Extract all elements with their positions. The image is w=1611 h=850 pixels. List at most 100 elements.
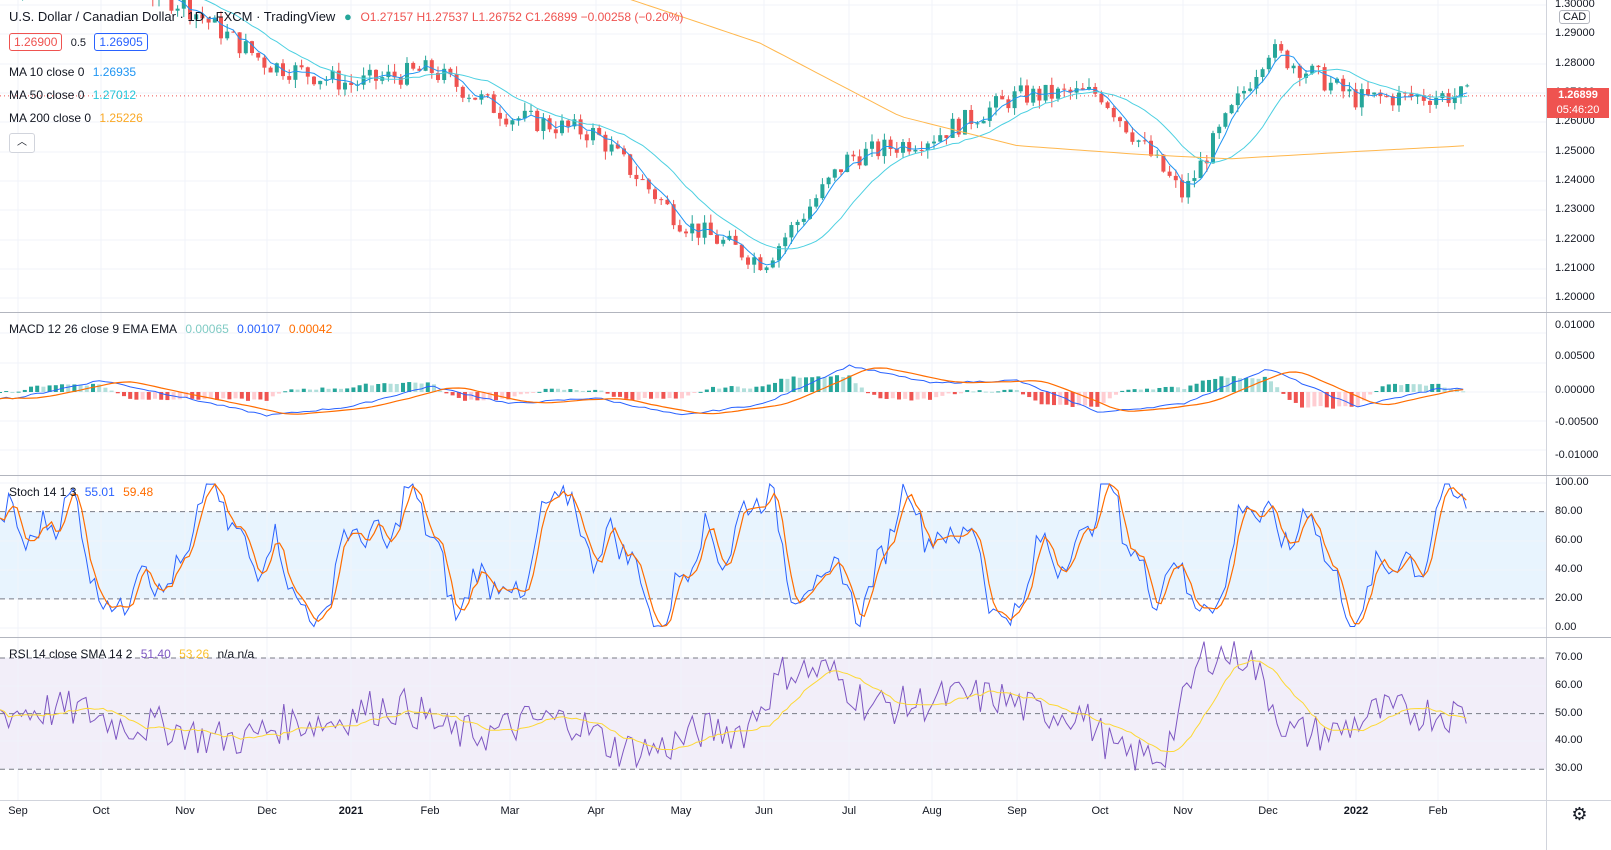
candle-body: [832, 169, 837, 178]
time-axis-label: Dec: [257, 805, 277, 817]
pane-separator[interactable]: [0, 312, 1611, 313]
pane-separator[interactable]: [0, 475, 1611, 476]
macd-histogram-bar: [320, 387, 325, 392]
macd-histogram-bar: [1312, 392, 1317, 407]
candle-body: [950, 118, 955, 138]
stoch-chart-svg[interactable]: [0, 476, 1546, 637]
stoch-legend[interactable]: Stoch 14 1 3 55.01 59.48: [9, 485, 158, 499]
candle-body: [907, 142, 912, 152]
macd-line: [0, 364, 1464, 417]
candle-body: [510, 120, 515, 125]
candle-body: [1248, 88, 1253, 91]
macd-histogram-bar: [1027, 392, 1032, 398]
macd-histogram-bar: [1219, 376, 1224, 392]
macd-histogram-bar: [202, 392, 207, 400]
macd-histogram-bar: [537, 391, 542, 393]
macd-hist-value: 0.00065: [185, 322, 229, 336]
ma200-value: 1.25226: [99, 111, 143, 125]
candle-body: [1173, 175, 1178, 181]
rsi-axis[interactable]: 70.00 60.00 50.00 40.00 30.00: [1546, 638, 1611, 800]
price-axis-tick: 1.21000: [1555, 262, 1595, 274]
macd-axis-tick: 0.00000: [1555, 384, 1595, 396]
macd-histogram-bar: [258, 392, 263, 400]
price-chart-svg[interactable]: [0, 0, 1546, 312]
macd-histogram-bar: [636, 392, 641, 400]
ma50-legend[interactable]: MA 50 close 0 1.27012: [9, 88, 141, 102]
candle-body: [1149, 140, 1153, 156]
candle-body: [175, 8, 180, 11]
sell-button[interactable]: 1.26900: [9, 33, 63, 51]
candle-body: [1211, 133, 1215, 164]
macd-chart-svg[interactable]: [0, 313, 1546, 475]
macd-legend[interactable]: MACD 12 26 close 9 EMA EMA 0.00065 0.001…: [9, 322, 337, 336]
macd-pane[interactable]: MACD 12 26 close 9 EMA EMA 0.00065 0.001…: [0, 313, 1546, 475]
candle-body: [1310, 65, 1315, 74]
currency-badge[interactable]: CAD: [1559, 10, 1591, 24]
candle-body: [1186, 180, 1191, 198]
rsi-legend[interactable]: RSI 14 close SMA 14 2 51.40 53.26 n/a n/…: [9, 647, 259, 661]
candle-body: [1000, 96, 1005, 100]
macd-histogram-bar: [103, 387, 108, 392]
macd-histogram-bar: [649, 392, 653, 399]
macd-histogram-bar: [1107, 392, 1112, 399]
macd-histogram-bar: [680, 392, 684, 399]
stoch-pane[interactable]: Stoch 14 1 3 55.01 59.48: [0, 476, 1546, 637]
candle-body: [733, 235, 738, 245]
macd-histogram-bar: [1070, 392, 1075, 407]
settings-button[interactable]: ⚙: [1546, 800, 1611, 850]
macd-axis-tick: -0.01000: [1555, 449, 1599, 461]
price-axis[interactable]: CAD 1.300001.290001.280001.270001.260001…: [1546, 0, 1611, 312]
macd-histogram-bar: [252, 392, 257, 400]
buy-button[interactable]: 1.26905: [94, 33, 148, 51]
macd-histogram-bar: [897, 392, 901, 400]
stoch-axis[interactable]: 100.00 80.00 60.00 40.00 20.00 0.00: [1546, 476, 1611, 637]
candle-body: [541, 118, 546, 131]
candle-body: [1111, 107, 1116, 118]
macd-histogram-bar: [438, 390, 443, 392]
candle-body: [467, 97, 471, 99]
candle-body: [783, 237, 788, 247]
time-axis-label: Nov: [175, 805, 195, 817]
time-axis[interactable]: Sep Oct Nov Dec 2021 Feb Mar Apr May Jun Jul Aug Sep…: [0, 800, 1546, 850]
macd-histogram-bar: [1244, 377, 1249, 392]
candle-body: [764, 267, 769, 271]
candle-body: [1421, 95, 1426, 101]
macd-histogram-bar: [1287, 392, 1292, 400]
rsi-pane[interactable]: RSI 14 close SMA 14 2 51.40 53.26 n/a n/…: [0, 638, 1546, 800]
candle-body: [1235, 93, 1240, 106]
ma200-legend[interactable]: MA 200 close 0 1.25226: [9, 111, 148, 125]
time-axis-label: 2022: [1343, 805, 1369, 817]
macd-histogram-bar: [35, 385, 40, 392]
macd-histogram-bar: [804, 377, 808, 392]
macd-histogram-bar: [512, 392, 517, 397]
macd-histogram-bar: [1188, 385, 1193, 392]
collapse-legend-button[interactable]: ︿: [9, 133, 35, 153]
macd-histogram-bar: [872, 392, 877, 395]
candle-body: [349, 82, 354, 85]
price-axis-tick: 1.22000: [1555, 233, 1595, 245]
rsi-chart-svg[interactable]: [0, 638, 1546, 800]
macd-histogram-bar: [1281, 392, 1286, 394]
candle-body: [1397, 92, 1401, 106]
candle-body: [516, 118, 521, 121]
macd-histogram-bar: [1145, 388, 1149, 392]
candle-body: [473, 97, 478, 100]
macd-histogram-bar: [1262, 376, 1267, 392]
macd-histogram-bar: [990, 391, 994, 393]
ma10-legend[interactable]: MA 10 close 0 1.26935: [9, 65, 141, 79]
macd-histogram-bar: [1318, 392, 1323, 407]
macd-line-value: 0.00107: [237, 322, 281, 336]
macd-histogram-bar: [723, 387, 728, 392]
candle-body: [367, 69, 372, 76]
candle-body: [615, 144, 620, 149]
macd-histogram-bar: [1405, 384, 1410, 392]
price-pane[interactable]: U.S. Dollar / Canadian Dollar · 1D · FXC…: [0, 0, 1546, 312]
candle-body: [591, 127, 595, 141]
macd-axis[interactable]: 0.01000 0.00500 0.00000 -0.00500 -0.01000: [1546, 313, 1611, 475]
macd-histogram-bar: [128, 392, 133, 399]
candle-body: [491, 94, 496, 113]
macd-histogram-bar: [859, 387, 864, 392]
candle-body: [1105, 102, 1110, 108]
pane-separator[interactable]: [0, 637, 1611, 638]
ma50-label: MA 50 close 0: [9, 88, 85, 102]
